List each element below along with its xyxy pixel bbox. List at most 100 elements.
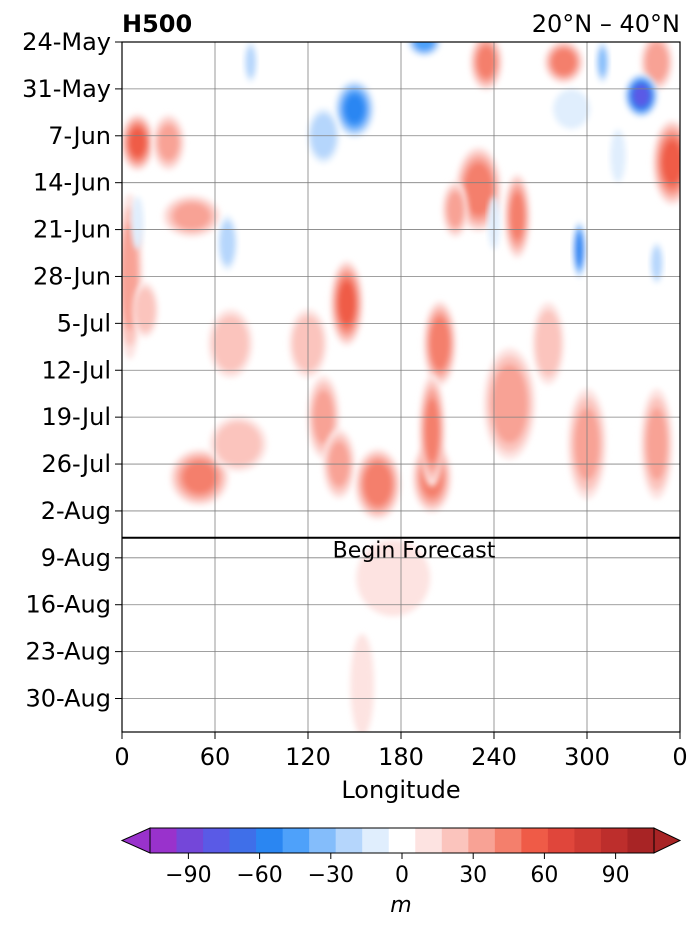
anomaly-blob	[208, 309, 253, 378]
anomaly-blob	[483, 348, 536, 460]
contour-level	[464, 162, 493, 217]
y-tick-label: 26-Jul	[42, 450, 112, 478]
contour-level	[598, 48, 607, 76]
contour-level	[344, 94, 365, 124]
anomaly-blob	[624, 74, 658, 118]
y-tick-label: 28-Jun	[33, 262, 111, 290]
colorbar-tick-label: −90	[165, 863, 211, 888]
contour-level	[363, 461, 393, 507]
contour-level	[172, 202, 211, 230]
y-tick-label: 30-Aug	[25, 685, 111, 713]
x-tick-label: 60	[200, 743, 231, 771]
y-tick-label: 16-Aug	[25, 591, 111, 619]
contour-level	[551, 48, 577, 76]
contour-level	[212, 315, 249, 372]
y-tick-label: 14-Jun	[33, 169, 111, 197]
colorbar-bin	[282, 828, 310, 853]
anomaly-blob	[330, 260, 364, 346]
contour-level	[610, 129, 626, 183]
anomaly-blob	[170, 449, 229, 506]
x-tick-label: 240	[471, 743, 517, 771]
contour-level	[553, 89, 590, 129]
colorbar-bin	[256, 828, 284, 853]
anomaly-blob	[532, 302, 565, 385]
anomaly-blob	[350, 634, 375, 732]
contour-level	[491, 364, 528, 444]
colorbar-bin	[388, 828, 416, 853]
x-tick-label: 300	[564, 743, 610, 771]
colorbar-label: m	[390, 893, 411, 918]
x-tick-label: 0	[672, 743, 687, 771]
colorbar-bin	[468, 828, 496, 853]
y-tick-label: 7-Jun	[48, 122, 111, 150]
anomaly-blob	[122, 114, 154, 171]
anomaly-blob	[132, 282, 158, 338]
contour-level	[158, 124, 179, 161]
colorbar-bin	[441, 828, 469, 853]
colorbar-bin	[150, 828, 178, 853]
contour-level	[575, 233, 584, 267]
anomaly-blob	[163, 195, 221, 237]
anomaly-blob	[572, 221, 586, 278]
contour-level	[645, 42, 669, 82]
anomaly-blob	[217, 215, 237, 271]
anomaly-blob	[553, 89, 590, 129]
contour-level	[535, 310, 562, 377]
contour-level	[338, 281, 356, 326]
anomaly-blob	[544, 42, 584, 84]
contour-level	[131, 196, 144, 250]
anomaly-blob	[356, 539, 431, 617]
x-tick-label: 180	[378, 743, 424, 771]
anomaly-blob	[610, 129, 626, 183]
contour-level	[413, 42, 435, 51]
x-tick-label: 120	[285, 743, 331, 771]
colorbar-tick-label: 30	[459, 863, 487, 888]
colorbar-bin	[309, 828, 337, 853]
contour-level	[632, 84, 650, 107]
title-left: H500	[122, 10, 192, 38]
colorbar-tick-label: 0	[395, 863, 409, 888]
x-tick-label: 0	[114, 743, 129, 771]
anomaly-blob	[407, 42, 441, 57]
colorbar-bin	[203, 828, 231, 853]
colorbar-tick-label: 60	[530, 863, 558, 888]
colorbar-tick-label: −30	[308, 863, 354, 888]
y-tick-label: 12-Jul	[42, 356, 112, 384]
contour-level	[424, 398, 440, 463]
colorbar-extend-low	[120, 827, 151, 854]
contour-level	[350, 634, 375, 732]
colorbar-bin	[176, 828, 204, 853]
anomaly-blob	[131, 196, 144, 250]
contour-level	[509, 191, 525, 241]
forecast-label: Begin Forecast	[333, 539, 496, 564]
colorbar-tick-label: −60	[236, 863, 282, 888]
y-tick-label: 31-May	[22, 75, 111, 103]
y-tick-label: 24-May	[22, 28, 111, 56]
anomaly-blob	[640, 388, 673, 500]
anomaly-blob	[423, 301, 457, 386]
y-axis: 24-May 31-May 7-Jun 14-Jun 21-Jun 28-Jun 5-Jul…	[22, 28, 122, 713]
anomaly-blob	[650, 242, 664, 284]
anomaly-blob	[334, 80, 375, 138]
anomaly-blob	[244, 42, 257, 83]
anomaly-blob	[442, 181, 469, 238]
anomaly-blob	[152, 114, 185, 171]
colorbar-bin	[547, 828, 575, 853]
y-tick-label: 23-Aug	[25, 638, 111, 666]
y-tick-label: 2-Aug	[41, 497, 111, 525]
anomaly-blob	[504, 174, 531, 259]
contour-level	[476, 45, 496, 79]
contour-level	[662, 140, 680, 185]
contour-level	[245, 46, 256, 78]
colorbar-bin	[494, 828, 522, 853]
colorbar-bin	[229, 828, 257, 853]
colorbar: −90 −60 −30 0 30 60 90	[120, 827, 682, 888]
x-axis-label: Longitude	[341, 776, 460, 804]
colorbar-tick-label: 90	[602, 863, 630, 888]
contour-level	[128, 127, 147, 158]
contour-level	[646, 407, 668, 481]
anomaly-blob	[596, 42, 609, 83]
colorbar-bin	[521, 828, 549, 853]
contour-level	[219, 220, 236, 266]
colorbar-bin	[415, 828, 443, 853]
